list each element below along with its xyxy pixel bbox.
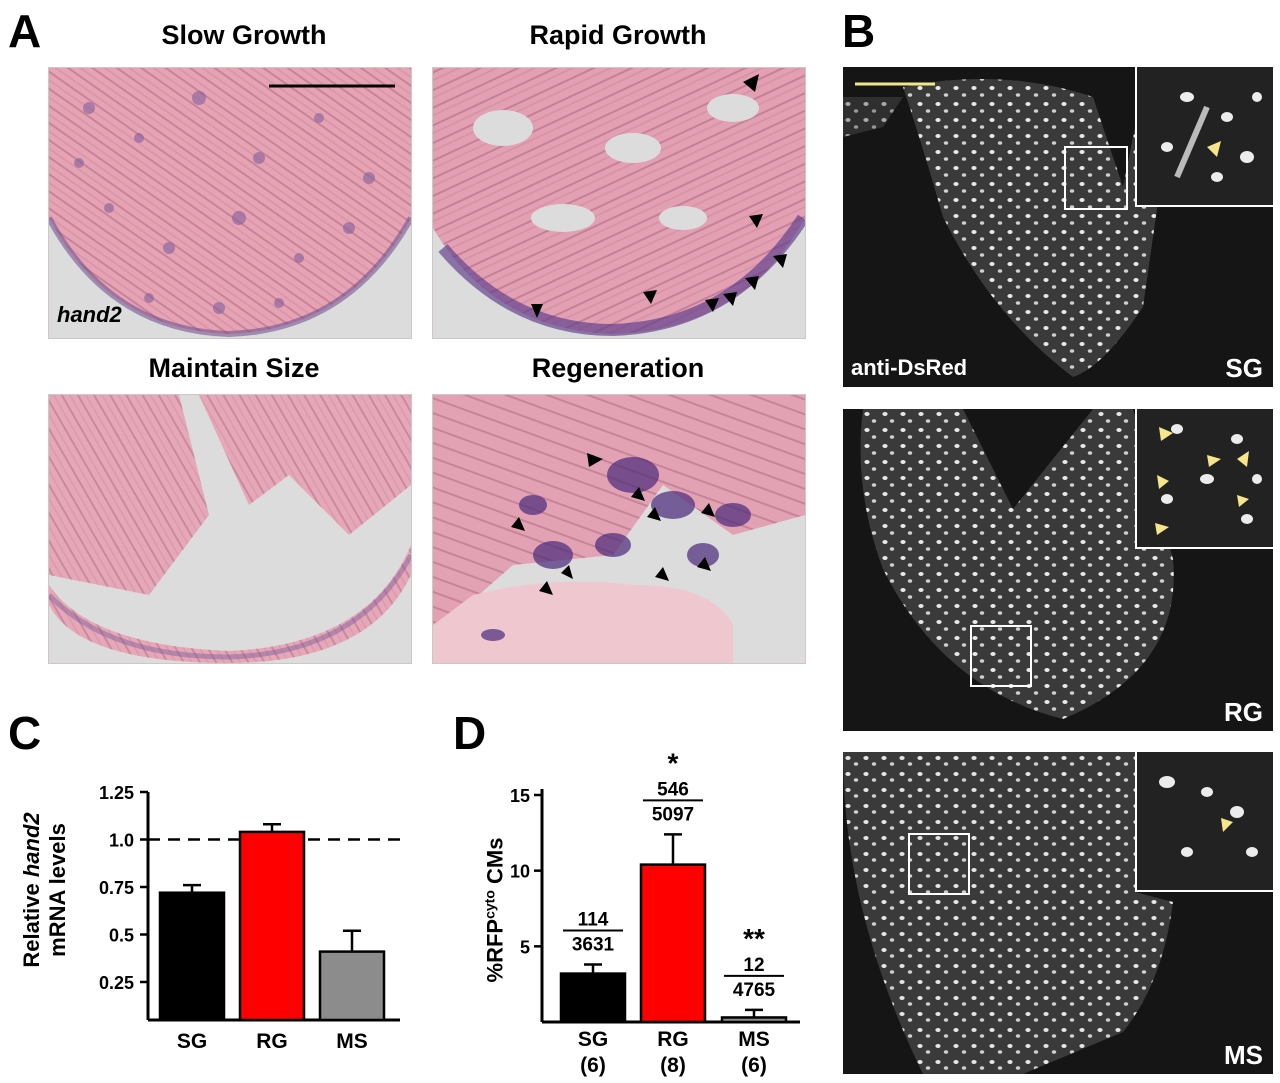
fraction-denominator: 3631 xyxy=(572,934,615,955)
bar-rg xyxy=(238,830,306,1022)
maintain-size-title: Maintain Size xyxy=(148,353,320,383)
inset-box xyxy=(1064,146,1128,210)
regeneration-image xyxy=(432,394,806,664)
bar-ms xyxy=(720,1016,788,1024)
y-tick-label: 1.25 xyxy=(99,783,134,803)
significance-marker: * xyxy=(668,747,679,778)
fraction-numerator: 546 xyxy=(657,779,689,800)
y-tick-label: 1.0 xyxy=(109,831,134,851)
sg-inset xyxy=(1135,67,1273,207)
sg-label: SG xyxy=(1225,353,1263,383)
bar-ms xyxy=(318,950,386,1022)
bar-sg xyxy=(559,972,627,1024)
x-tick-label: RG xyxy=(256,1030,288,1053)
ylabel-cyto: cyto xyxy=(481,890,498,919)
rapid-growth-image xyxy=(432,67,806,339)
panel-b-letter: B xyxy=(842,5,876,57)
fraction-numerator: 12 xyxy=(743,955,764,976)
fraction-denominator: 5097 xyxy=(652,804,694,825)
inset-box xyxy=(970,625,1032,687)
x-tick-label: SG xyxy=(578,1028,608,1051)
y-tick-label: 10 xyxy=(510,862,530,882)
y-tick-label: 0.75 xyxy=(99,878,134,898)
hand2-label: hand2 xyxy=(57,302,122,327)
bar-sg xyxy=(158,891,226,1022)
x-tick-label: MS xyxy=(336,1030,368,1053)
rapid-growth-title: Rapid Growth xyxy=(529,20,707,50)
y-tick-label: 0.5 xyxy=(109,926,134,946)
n-label: (6) xyxy=(580,1054,606,1077)
rg-inset xyxy=(1135,409,1273,549)
panel-c-ylabel: Relative hand2 mRNA levels xyxy=(10,790,80,990)
ylabel-gene: hand2 xyxy=(19,812,44,878)
panel-a-letter: A xyxy=(8,5,42,57)
inset-box xyxy=(908,833,970,895)
maintain-size-image xyxy=(48,394,412,664)
chart-c: 1.25 1.0 0.75 0.5 0.25 SG RG MS xyxy=(99,783,400,1053)
significance-marker: ** xyxy=(743,923,765,954)
panel-c-letter: C xyxy=(8,707,42,759)
x-tick-label: RG xyxy=(657,1028,689,1051)
y-tick-label: 15 xyxy=(510,786,530,806)
chart-d: 15 10 5 SG (6) 114 3631 RG (8) 546 5097 * MS (6) 12 476… xyxy=(510,747,800,1077)
fraction-denominator: 4765 xyxy=(733,980,776,1001)
regeneration-title: Regeneration xyxy=(531,353,705,383)
x-tick-label: MS xyxy=(738,1028,770,1051)
slow-growth-image: hand2 xyxy=(48,67,412,339)
y-tick-label: 0.25 xyxy=(99,973,134,993)
slow-growth-title: Slow Growth xyxy=(161,20,327,50)
bar-rg xyxy=(639,863,707,1024)
ms-label: MS xyxy=(1224,1040,1263,1070)
n-label: (6) xyxy=(741,1054,767,1077)
ms-fluorescence-image: MS xyxy=(843,752,1273,1074)
fraction-numerator: 114 xyxy=(578,909,609,930)
rg-fluorescence-image: RG xyxy=(843,409,1273,731)
ylabel-mrna: mRNA levels xyxy=(45,823,70,957)
x-tick-label: SG xyxy=(177,1030,207,1053)
panel-d-letter: D xyxy=(453,707,487,759)
ms-inset xyxy=(1135,752,1273,892)
y-tick-label: 5 xyxy=(520,937,530,957)
ylabel-relative: Relative xyxy=(19,877,44,968)
anti-dsred-label: anti-DsRed xyxy=(851,355,968,380)
sg-fluorescence-image: anti-DsRed SG xyxy=(843,67,1273,387)
n-label: (8) xyxy=(660,1054,686,1077)
rg-label: RG xyxy=(1224,697,1263,727)
